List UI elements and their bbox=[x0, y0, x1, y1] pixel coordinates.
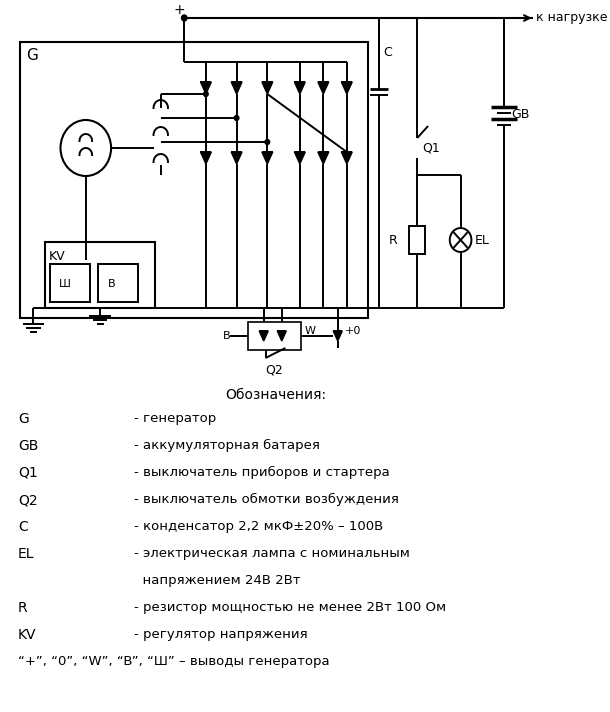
Text: - конденсатор 2,2 мкФ±20% – 100В: - конденсатор 2,2 мкФ±20% – 100В bbox=[134, 520, 383, 533]
Polygon shape bbox=[201, 152, 211, 164]
Text: - регулятор напряжения: - регулятор напряжения bbox=[134, 628, 307, 641]
Text: EL: EL bbox=[18, 547, 35, 561]
Bar bbox=[20, 42, 368, 318]
Bar bbox=[45, 242, 156, 308]
Text: B: B bbox=[109, 279, 116, 289]
Polygon shape bbox=[333, 331, 342, 341]
Polygon shape bbox=[295, 82, 305, 94]
Text: Обозначения:: Обозначения: bbox=[225, 388, 326, 402]
Text: Q1: Q1 bbox=[423, 142, 440, 155]
Text: - резистор мощностью не менее 2Вт 100 Ом: - резистор мощностью не менее 2Вт 100 Ом bbox=[134, 601, 446, 614]
Bar bbox=[248, 322, 301, 350]
Circle shape bbox=[204, 92, 208, 97]
Text: +0: +0 bbox=[345, 326, 361, 336]
Text: G: G bbox=[18, 412, 29, 426]
Polygon shape bbox=[201, 82, 211, 94]
Text: Ш: Ш bbox=[59, 279, 71, 289]
Text: Q2: Q2 bbox=[18, 493, 38, 507]
Text: - генератор: - генератор bbox=[134, 412, 216, 425]
Circle shape bbox=[182, 15, 187, 21]
Text: Q1: Q1 bbox=[18, 466, 38, 480]
Text: R: R bbox=[389, 234, 397, 246]
Polygon shape bbox=[342, 152, 352, 164]
Text: - аккумуляторная батарея: - аккумуляторная батарея bbox=[134, 439, 320, 452]
Text: - выключатель обмотки возбуждения: - выключатель обмотки возбуждения bbox=[134, 493, 398, 506]
Text: +: + bbox=[173, 3, 185, 17]
Bar bbox=[98, 264, 138, 302]
Text: Q2: Q2 bbox=[266, 364, 284, 377]
Text: к нагрузке: к нагрузке bbox=[536, 11, 608, 24]
Polygon shape bbox=[318, 152, 329, 164]
Text: - выключатель приборов и стартера: - выключатель приборов и стартера bbox=[134, 466, 389, 479]
Text: KV: KV bbox=[49, 249, 65, 263]
Text: KV: KV bbox=[18, 628, 37, 642]
Text: GB: GB bbox=[511, 108, 529, 122]
Text: “+”, “0”, “W”, “B”, “Ш” – выводы генератора: “+”, “0”, “W”, “B”, “Ш” – выводы генерат… bbox=[18, 655, 329, 668]
Text: C: C bbox=[383, 46, 392, 58]
Circle shape bbox=[265, 140, 270, 145]
Text: C: C bbox=[18, 520, 28, 534]
Polygon shape bbox=[342, 82, 352, 94]
Text: напряжением 24В 2Вт: напряжением 24В 2Вт bbox=[134, 574, 300, 587]
Bar bbox=[409, 226, 425, 254]
Bar bbox=[49, 264, 90, 302]
Polygon shape bbox=[231, 152, 242, 164]
Polygon shape bbox=[259, 331, 268, 341]
Text: - электрическая лампа с номинальным: - электрическая лампа с номинальным bbox=[134, 547, 409, 560]
Polygon shape bbox=[318, 82, 329, 94]
Text: W: W bbox=[304, 326, 315, 336]
Text: GB: GB bbox=[18, 439, 38, 453]
Text: B: B bbox=[223, 331, 231, 341]
Polygon shape bbox=[231, 82, 242, 94]
Text: G: G bbox=[26, 48, 38, 63]
Text: EL: EL bbox=[475, 234, 490, 246]
Polygon shape bbox=[262, 82, 273, 94]
Polygon shape bbox=[262, 152, 273, 164]
Polygon shape bbox=[278, 331, 286, 341]
Circle shape bbox=[234, 115, 239, 120]
Text: R: R bbox=[18, 601, 27, 615]
Polygon shape bbox=[295, 152, 305, 164]
